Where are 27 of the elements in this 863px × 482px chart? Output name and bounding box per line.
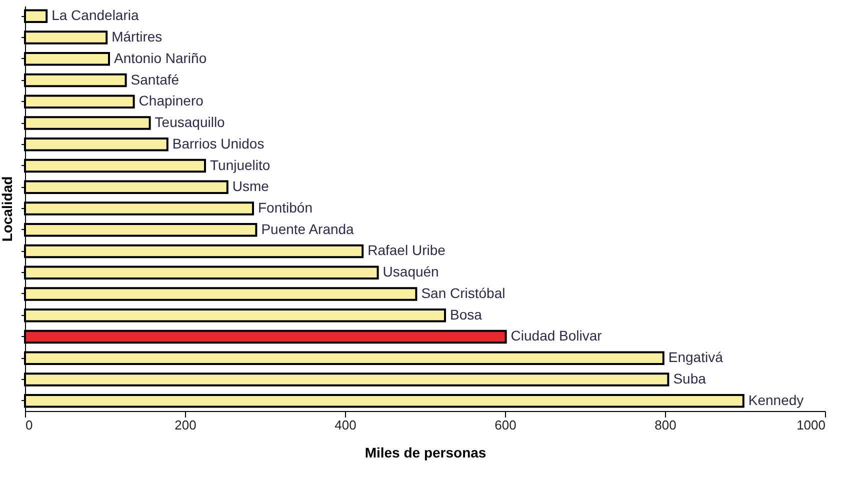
x-tick-label: 1000 bbox=[796, 418, 826, 432]
y-tick-label: Bosa bbox=[450, 306, 482, 322]
y-tick-label: Puente Aranda bbox=[261, 220, 354, 237]
y-tick-label: Mártires bbox=[112, 28, 162, 45]
y-axis-title: Localidad bbox=[0, 176, 15, 242]
x-tick-label: 800 bbox=[654, 418, 676, 432]
y-tick-label: Usme bbox=[232, 178, 270, 194]
y-tick-label: Santafé bbox=[130, 71, 180, 88]
y-tick-label: San Cristóbal bbox=[421, 284, 506, 301]
y-tick-label: Kennedy bbox=[748, 392, 804, 408]
x-tick-label: 600 bbox=[494, 418, 516, 432]
y-tick-label: Barrios Unidos bbox=[172, 135, 264, 152]
x-tick-label: 400 bbox=[334, 418, 356, 432]
y-tick-label: Chapinero bbox=[138, 92, 204, 109]
y-tick-label: Usaquén bbox=[382, 264, 439, 280]
y-tick-label: Ciudad Bolivar bbox=[510, 328, 602, 344]
x-axis-title: Miles de personas bbox=[364, 444, 486, 460]
x-tick-label: 200 bbox=[174, 418, 196, 432]
y-tick-label: Engativá bbox=[668, 349, 724, 366]
y-tick-label: La Candelaria bbox=[52, 7, 139, 24]
y-tick-label: Rafael Uribe bbox=[368, 242, 446, 258]
y-tick-label: Teusaquillo bbox=[154, 114, 226, 130]
y-tick-label: Suba bbox=[673, 370, 706, 386]
y-tick-label: Fontibón bbox=[258, 200, 312, 216]
y-tick-label: Antonio Nariño bbox=[114, 50, 207, 66]
y-tick-label: Tunjuelito bbox=[210, 156, 270, 173]
x-tick-label: 0 bbox=[26, 418, 33, 432]
